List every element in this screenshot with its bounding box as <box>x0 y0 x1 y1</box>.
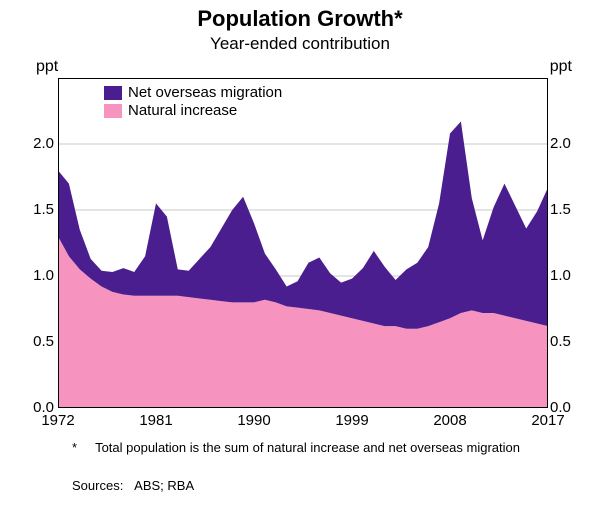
y-tick-right: 1.0 <box>550 267 594 284</box>
footnote-marker: * <box>72 440 77 456</box>
y-tick-left: 1.5 <box>10 201 54 218</box>
sources-text: ABS; RBA <box>134 478 194 493</box>
y-tick-left: 0.5 <box>10 333 54 350</box>
y-tick-left: 1.0 <box>10 267 54 284</box>
y-tick-left: 2.0 <box>10 135 54 152</box>
x-tick: 1981 <box>139 412 172 429</box>
y-axis-unit-right: ppt <box>550 58 572 76</box>
x-tick: 1999 <box>335 412 368 429</box>
y-tick-right: 1.5 <box>550 201 594 218</box>
footnote: * Total population is the sum of natural… <box>72 440 572 456</box>
chart-title: Population Growth* <box>0 6 600 32</box>
y-tick-right: 0.5 <box>550 333 594 350</box>
footnote-text: Total population is the sum of natural i… <box>95 440 572 456</box>
y-tick-right: 2.0 <box>550 135 594 152</box>
legend-swatch-natural <box>104 104 122 118</box>
sources-label: Sources: <box>72 478 123 493</box>
legend-swatch-migration <box>104 86 122 100</box>
legend-item-migration: Net overseas migration <box>104 84 282 102</box>
chart-subtitle: Year-ended contribution <box>0 34 600 54</box>
x-tick: 1990 <box>237 412 270 429</box>
sources: Sources: ABS; RBA <box>72 478 194 493</box>
x-tick: 1972 <box>41 412 74 429</box>
legend-label-natural: Natural increase <box>128 102 237 120</box>
legend-item-natural: Natural increase <box>104 102 282 120</box>
x-tick: 2017 <box>531 412 564 429</box>
plot-area <box>58 78 548 408</box>
x-tick: 2008 <box>433 412 466 429</box>
y-axis-unit-left: ppt <box>36 58 58 76</box>
legend: Net overseas migration Natural increase <box>104 84 282 120</box>
legend-label-migration: Net overseas migration <box>128 84 282 102</box>
chart-container: Population Growth* Year-ended contributi… <box>0 0 600 505</box>
